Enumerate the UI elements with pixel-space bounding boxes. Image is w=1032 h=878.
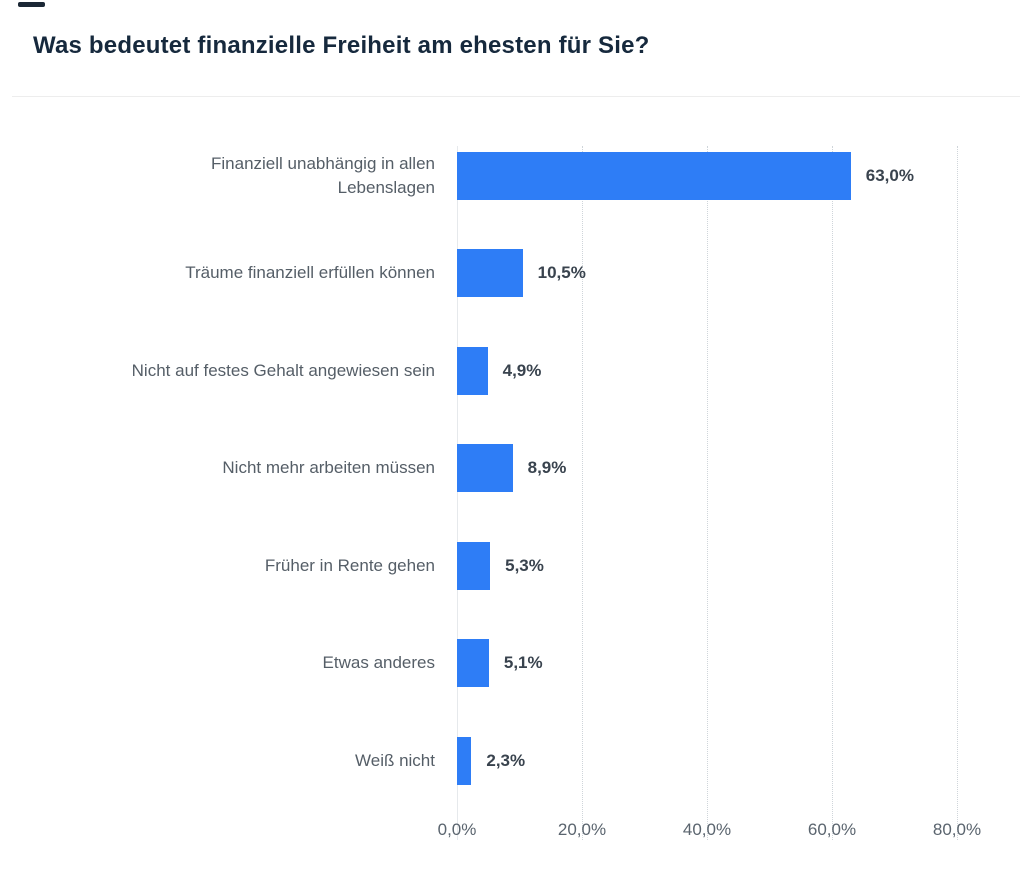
value-label: 8,9% (527, 458, 567, 478)
bar[interactable] (457, 346, 488, 395)
bar[interactable] (457, 444, 513, 493)
bar-track: 10,5% (457, 225, 1032, 323)
value-label: 5,1% (503, 653, 543, 673)
bar-track: 5,1% (457, 615, 1032, 713)
x-tick-label: 20,0% (557, 819, 607, 839)
gridlines (457, 146, 1007, 840)
bar-track: 4,9% (457, 322, 1032, 420)
chart-row: Träume finanziell erfüllen können 10,5% (0, 225, 1032, 323)
chart-row: Früher in Rente gehen 5,3% (0, 517, 1032, 615)
x-tick-label: 40,0% (682, 819, 732, 839)
gridline (707, 146, 708, 840)
value-label: 5,3% (505, 555, 544, 575)
gridline (957, 146, 958, 840)
bar[interactable] (457, 541, 491, 590)
bar-track: 5,3% (457, 517, 1032, 615)
chart-row: Nicht mehr arbeiten müssen 8,9% (0, 420, 1032, 518)
bar[interactable] (457, 639, 489, 688)
bar-track: 2,3% (457, 712, 1032, 810)
title-divider (12, 96, 1020, 97)
category-label: Früher in Rente gehen (264, 555, 435, 575)
chart-row: Nicht auf festes Gehalt angewiesen sein 4… (0, 322, 1032, 420)
category-label: Nicht mehr arbeiten müssen (222, 458, 435, 478)
category-label: Finanziell unabhängig in allen Lebenslag… (211, 153, 435, 197)
bar-track: 63,0% (457, 127, 1032, 225)
x-tick-label: 0,0% (437, 819, 477, 839)
x-tick-label: 80,0% (932, 819, 982, 839)
category-label: Weiß nicht (355, 750, 435, 770)
bar[interactable] (457, 151, 851, 200)
horizontal-bar-chart: Finanziell unabhängig in allen Lebenslag… (0, 127, 1032, 852)
gridline (832, 146, 833, 840)
value-label: 10,5% (537, 263, 586, 283)
bar[interactable] (457, 249, 523, 298)
gridline (582, 146, 583, 840)
category-label: Etwas anderes (322, 653, 435, 673)
category-label: Nicht auf festes Gehalt angewiesen sein (131, 360, 435, 380)
page-title: Was bedeutet finanzielle Freiheit am ehe… (33, 32, 650, 59)
chart-rows: Finanziell unabhängig in allen Lebenslag… (0, 127, 1032, 810)
corner-mark (18, 2, 45, 7)
value-label: 63,0% (865, 165, 914, 185)
x-axis: 0,0% 20,0% 40,0% 60,0% 80,0% (438, 810, 1007, 852)
bar-track: 8,9% (457, 420, 1032, 518)
chart-row: Etwas anderes 5,1% (0, 615, 1032, 713)
chart-row: Weiß nicht 2,3% (0, 712, 1032, 810)
x-tick-label: 60,0% (807, 819, 857, 839)
axis-zero-line (457, 146, 458, 840)
value-label: 4,9% (502, 360, 542, 380)
category-label: Träume finanziell erfüllen können (185, 263, 435, 283)
value-label: 2,3% (486, 750, 526, 770)
chart-row: Finanziell unabhängig in allen Lebenslag… (0, 127, 1032, 225)
bar[interactable] (457, 736, 472, 785)
